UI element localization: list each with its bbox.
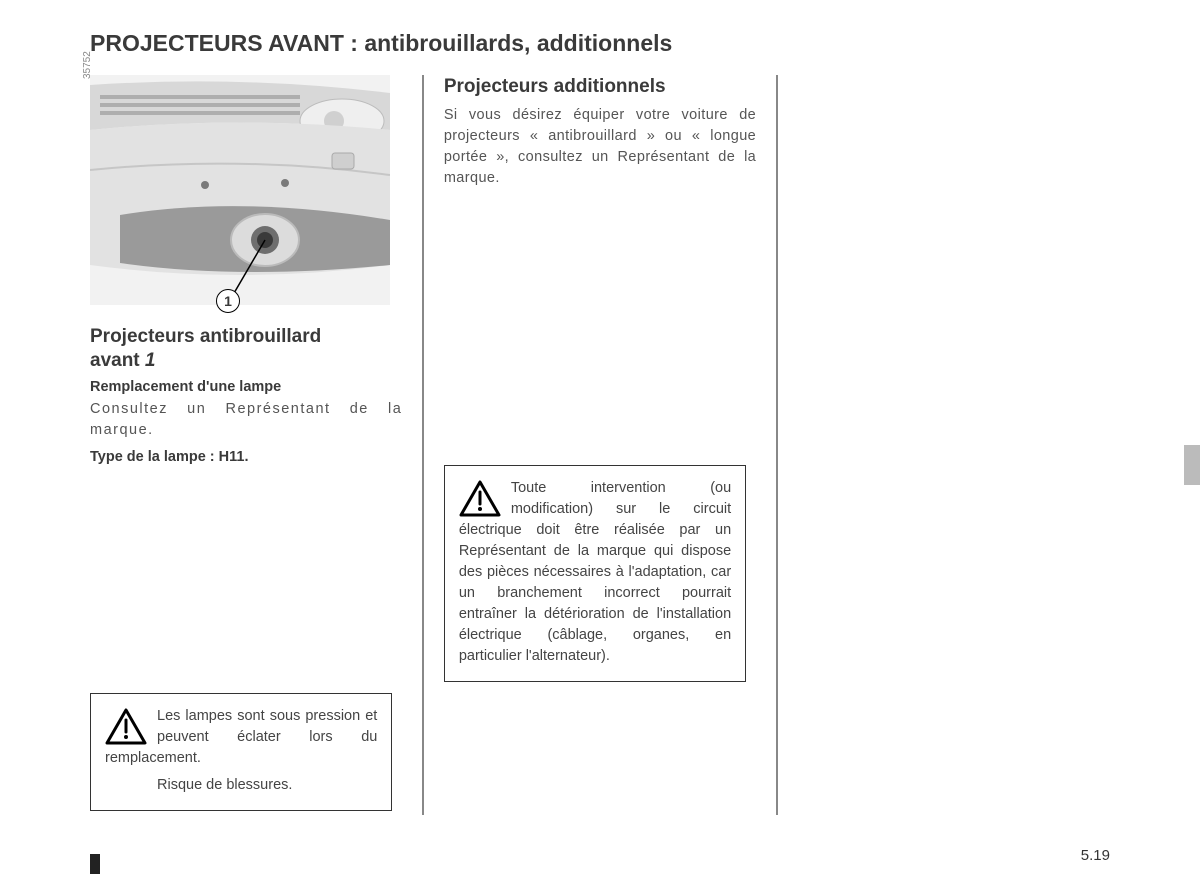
columns-container: 35752: [90, 75, 1110, 815]
fog-light-figure: 35752: [90, 75, 390, 305]
warning-box-electrical: Toute intervention (ou modification) sur…: [444, 465, 746, 682]
column-divider-1: [422, 75, 424, 815]
col1-heading-line2-prefix: avant: [90, 350, 145, 371]
callout-label: 1: [224, 293, 232, 309]
col1-heading: Projecteurs antibrouillard avant 1: [90, 325, 402, 373]
col1-body: Consultez un Représentant de la marque.: [90, 399, 402, 441]
col1-subheading: Remplacement d'une lampe: [90, 379, 402, 395]
side-tab-marker: [1184, 445, 1200, 485]
col1-bold-line: Type de la lampe : H11.: [90, 449, 402, 465]
column-3: [798, 75, 1110, 815]
col1-heading-line1: Projecteurs antibrouillard: [90, 326, 321, 347]
warning-lamps-risk: Risque de blessures.: [157, 775, 377, 796]
column-1: 35752: [90, 75, 402, 815]
manual-page: PROJECTEURS AVANT : antibrouillards, add…: [0, 0, 1200, 888]
warning-box-lamps: Les lampes sont sous pression et peuvent…: [90, 693, 392, 811]
figure-ref-id: 35752: [82, 51, 93, 79]
col2-heading: Projecteurs additionnels: [444, 75, 756, 99]
page-title: PROJECTEURS AVANT : antibrouillards, add…: [90, 30, 1110, 57]
warning-triangle-icon: [105, 708, 147, 746]
column-2: Projecteurs additionnels Si vous désirez…: [444, 75, 756, 815]
footer-crop-mark: [90, 854, 100, 874]
warning-triangle-icon: [459, 480, 501, 518]
page-number: 5.19: [1081, 847, 1110, 864]
col1-heading-num: 1: [145, 350, 156, 371]
col2-body: Si vous désirez équiper votre voiture de…: [444, 105, 756, 189]
column-divider-2: [776, 75, 778, 815]
car-front-illustration: [90, 75, 390, 305]
figure-callout-1: 1: [216, 289, 240, 313]
